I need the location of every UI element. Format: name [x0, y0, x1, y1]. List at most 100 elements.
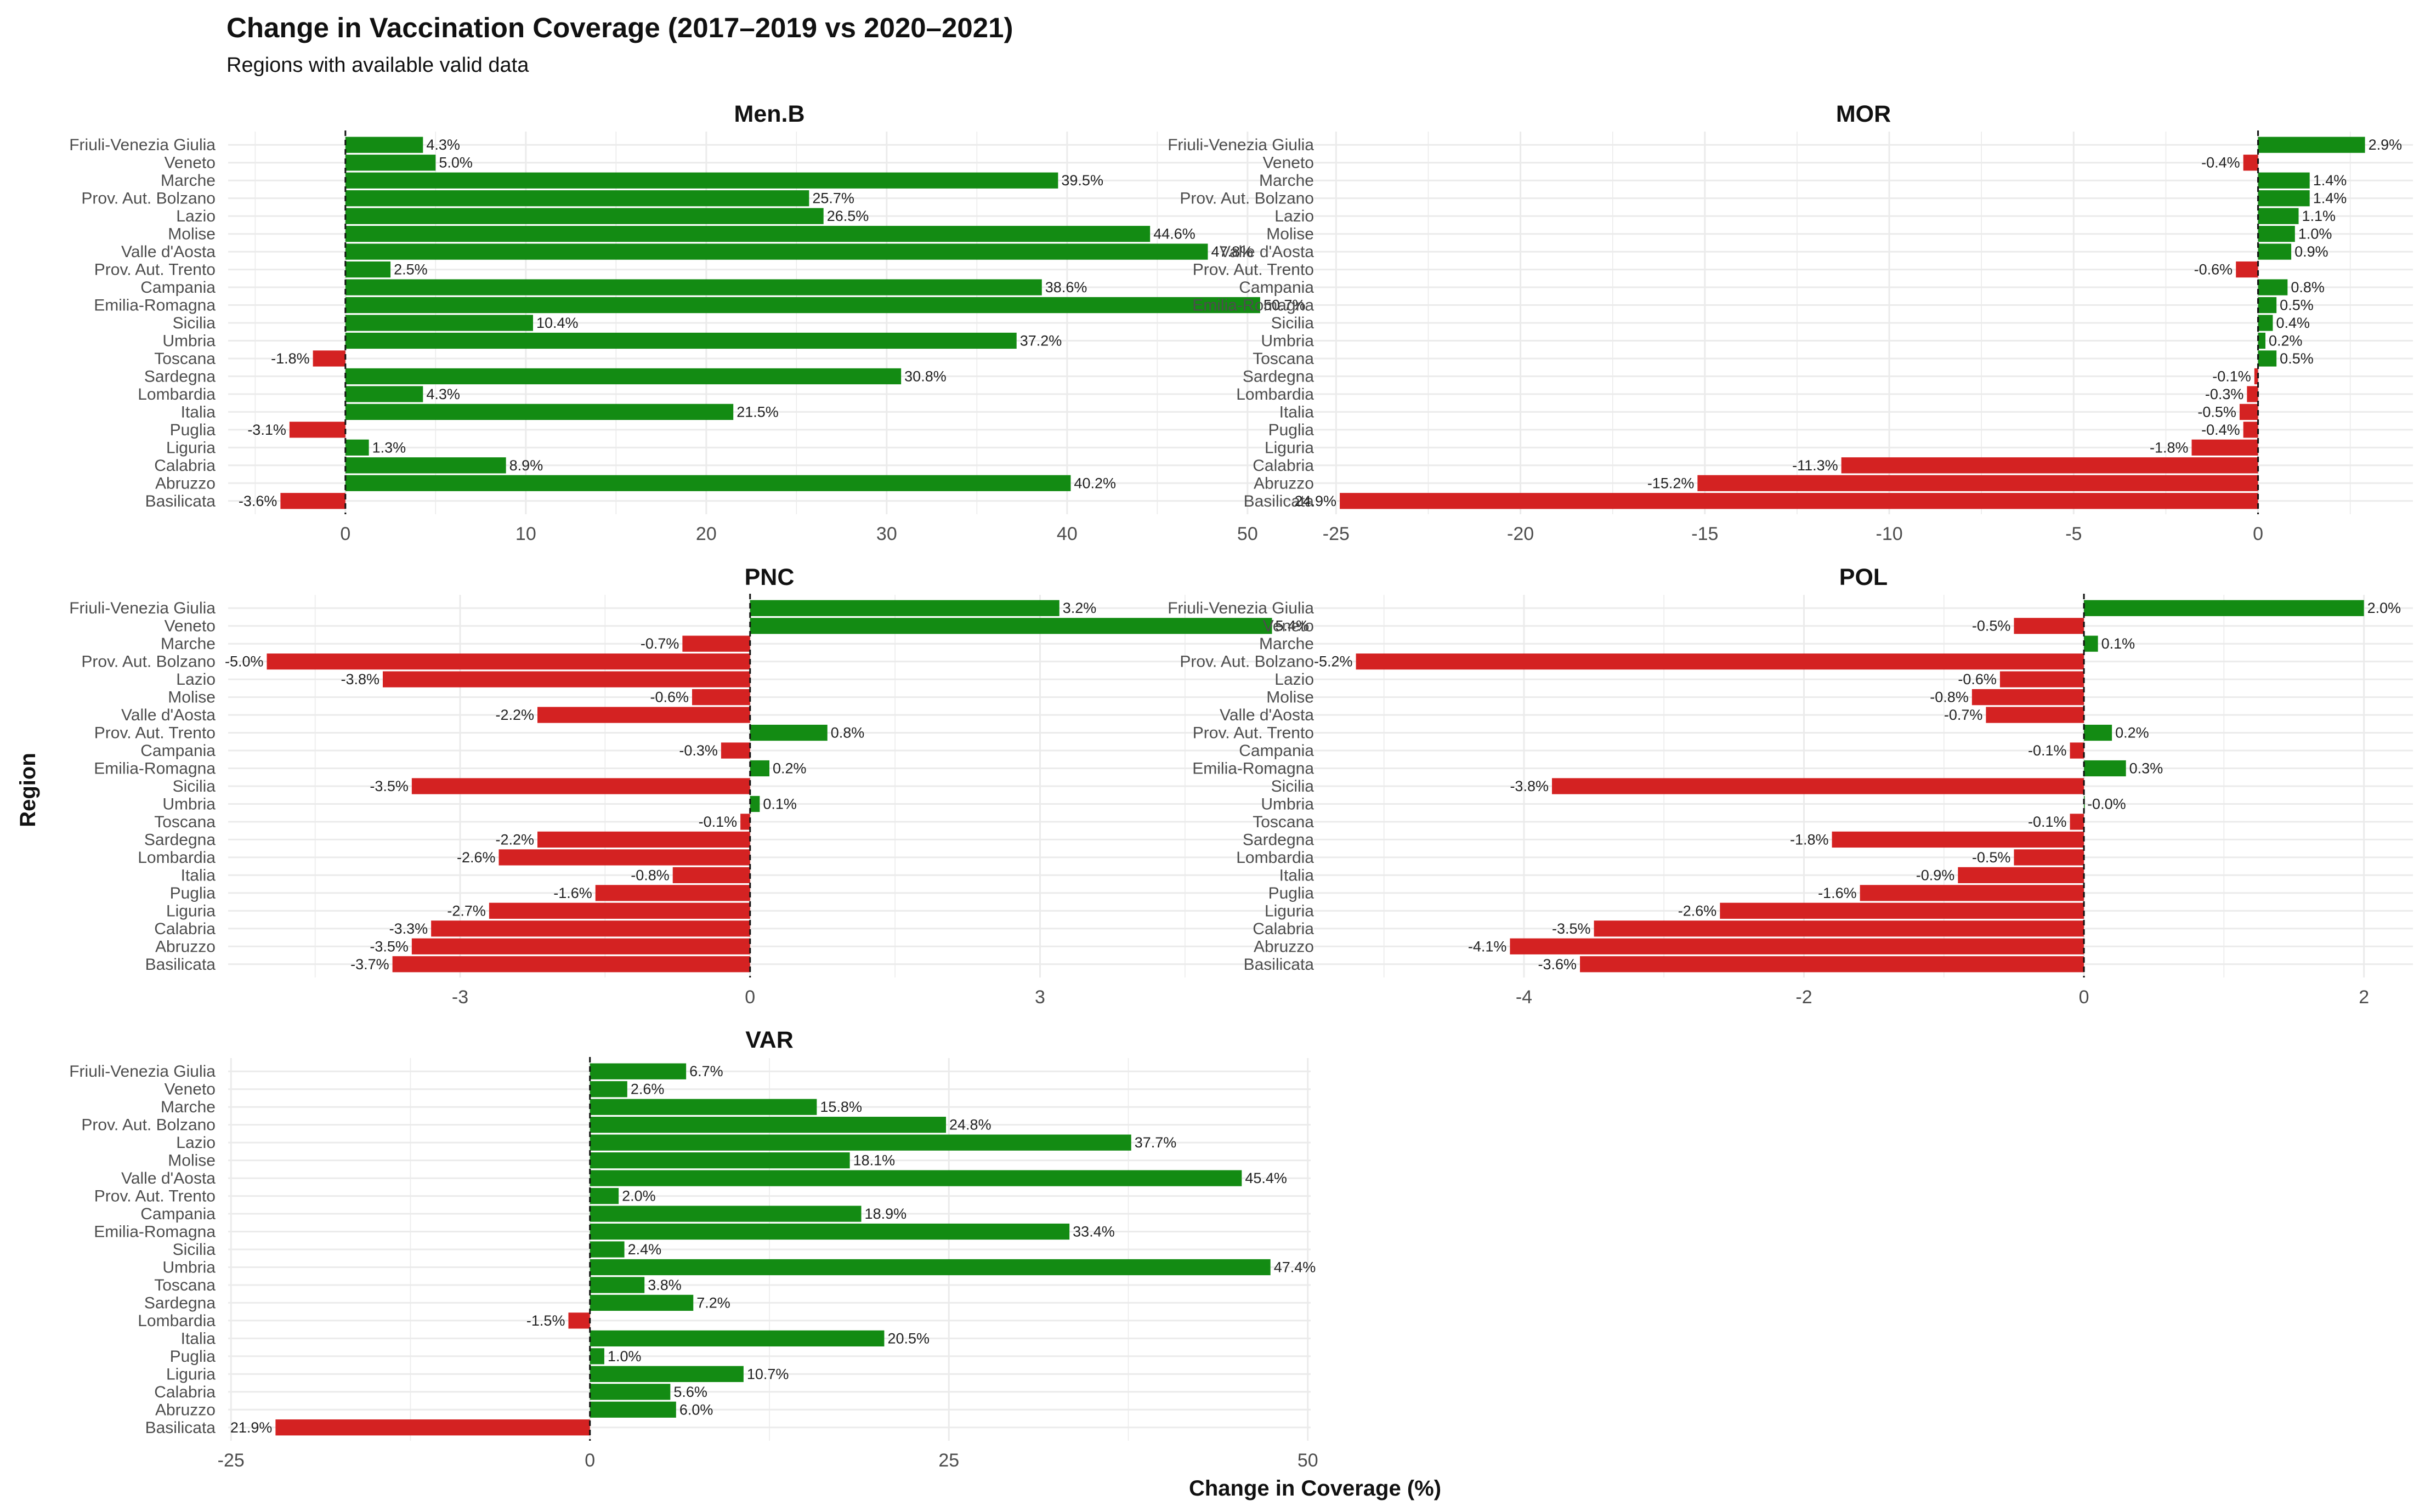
data-label: -0.7%	[1944, 707, 1983, 723]
x-tick-label: 20	[696, 524, 717, 544]
data-label: -0.1%	[2028, 742, 2067, 759]
data-label: 6.0%	[679, 1401, 713, 1418]
category-label: Toscana	[154, 1276, 216, 1294]
data-label: 2.4%	[628, 1241, 662, 1258]
category-label: Prov. Aut. Bolzano	[81, 190, 216, 208]
panel-pol: POL -4 -2 0 2 Friuli-Venezia Giulia 2.0% Veneto…	[1168, 564, 2413, 1008]
category-label: Marche	[161, 1098, 216, 1116]
category-label: Valle d'Aosta	[121, 1169, 216, 1187]
data-label: -4.1%	[1468, 938, 1507, 954]
panel-title: Men.B	[734, 101, 805, 127]
data-label: 0.8%	[2291, 279, 2325, 295]
data-label: -0.4%	[2201, 422, 2240, 438]
bar	[1510, 938, 2084, 954]
bar	[750, 760, 769, 777]
bar	[2258, 243, 2292, 260]
bar	[537, 831, 750, 848]
bar	[590, 1134, 1131, 1151]
category-label: Sicilia	[173, 314, 216, 332]
data-label: 24.8%	[949, 1117, 991, 1133]
bar	[345, 297, 1260, 314]
category-label: Umbria	[162, 332, 216, 350]
data-label: -0.3%	[2205, 386, 2244, 402]
category-label: Liguria	[1265, 902, 1314, 920]
category-label: Sardegna	[144, 367, 216, 385]
data-label: -0.9%	[1916, 867, 1955, 883]
x-tick-label: -25	[1323, 524, 1350, 544]
bar	[2243, 155, 2258, 171]
category-label: Abruzzo	[155, 474, 216, 492]
data-label: -3.5%	[1552, 920, 1591, 937]
bar	[345, 403, 734, 420]
data-label: -3.6%	[239, 493, 277, 509]
category-label: Molise	[168, 225, 216, 243]
data-label: 3.8%	[648, 1277, 682, 1293]
chart-subtitle: Regions with available valid data	[226, 54, 529, 77]
category-label: Prov. Aut. Bolzano	[1180, 653, 1314, 671]
data-label: 1.1%	[2302, 208, 2336, 224]
bar	[2258, 315, 2273, 331]
category-label: Liguria	[166, 902, 216, 920]
data-label: 4.3%	[426, 386, 460, 402]
category-label: Basilicata	[1244, 492, 1315, 510]
category-label: Prov. Aut. Bolzano	[81, 1116, 216, 1134]
data-label: 5.4%	[1276, 618, 1310, 634]
data-label: 50.7%	[1264, 297, 1306, 314]
bar	[2247, 386, 2258, 402]
data-label: -0.6%	[2194, 262, 2233, 278]
category-label: Emilia-Romagna	[1192, 297, 1314, 315]
category-label: Campania	[1239, 278, 1314, 297]
bar	[590, 1294, 694, 1311]
data-label: 4.3%	[426, 137, 460, 153]
data-label: 0.9%	[2294, 243, 2328, 260]
bar	[345, 368, 902, 385]
bar	[1986, 707, 2084, 723]
category-label: Lazio	[1274, 207, 1314, 225]
data-label: -1.6%	[553, 885, 592, 901]
category-label: Puglia	[170, 421, 216, 439]
data-label: 0.1%	[763, 795, 797, 812]
data-label: 1.4%	[2313, 190, 2347, 207]
bar	[2258, 172, 2310, 189]
category-label: Lazio	[176, 1134, 216, 1152]
category-label: Puglia	[1268, 884, 1315, 902]
category-label: Marche	[161, 172, 216, 190]
x-tick-label: 3	[1035, 987, 1045, 1008]
bar	[595, 885, 750, 901]
bar	[1958, 867, 2084, 883]
data-label: 18.1%	[853, 1152, 896, 1169]
data-label: -3.7%	[350, 956, 389, 973]
data-label: 15.8%	[820, 1099, 862, 1115]
bar	[2191, 439, 2258, 456]
category-label: Italia	[181, 866, 216, 884]
category-label: Basilicata	[145, 956, 216, 974]
data-label: 37.7%	[1135, 1134, 1177, 1151]
data-label: 39.5%	[1061, 172, 1103, 189]
x-tick-label: 0	[745, 987, 755, 1008]
x-tick-label: -20	[1507, 524, 1534, 544]
bar	[392, 956, 750, 973]
bar	[289, 422, 345, 438]
bar	[1841, 457, 2258, 474]
bar	[345, 475, 1071, 491]
category-label: Italia	[1279, 403, 1315, 421]
category-label: Sicilia	[173, 1241, 216, 1259]
bar	[590, 1223, 1070, 1240]
category-label: Valle d'Aosta	[1220, 243, 1314, 261]
data-label: 10.4%	[536, 315, 579, 331]
data-label: 2.0%	[2367, 600, 2401, 616]
bar	[313, 350, 345, 367]
bar	[590, 1063, 687, 1079]
category-label: Sicilia	[1271, 777, 1315, 795]
bar	[489, 902, 750, 919]
category-label: Italia	[181, 1329, 216, 1348]
data-label: 0.8%	[831, 725, 865, 741]
bar	[2014, 849, 2084, 866]
panel-title: POL	[1839, 564, 1888, 590]
category-label: Abruzzo	[1254, 474, 1314, 492]
bar	[590, 1384, 671, 1400]
data-label: -5.2%	[1314, 653, 1353, 670]
data-label: 1.0%	[608, 1348, 642, 1365]
category-label: Umbria	[162, 795, 216, 813]
